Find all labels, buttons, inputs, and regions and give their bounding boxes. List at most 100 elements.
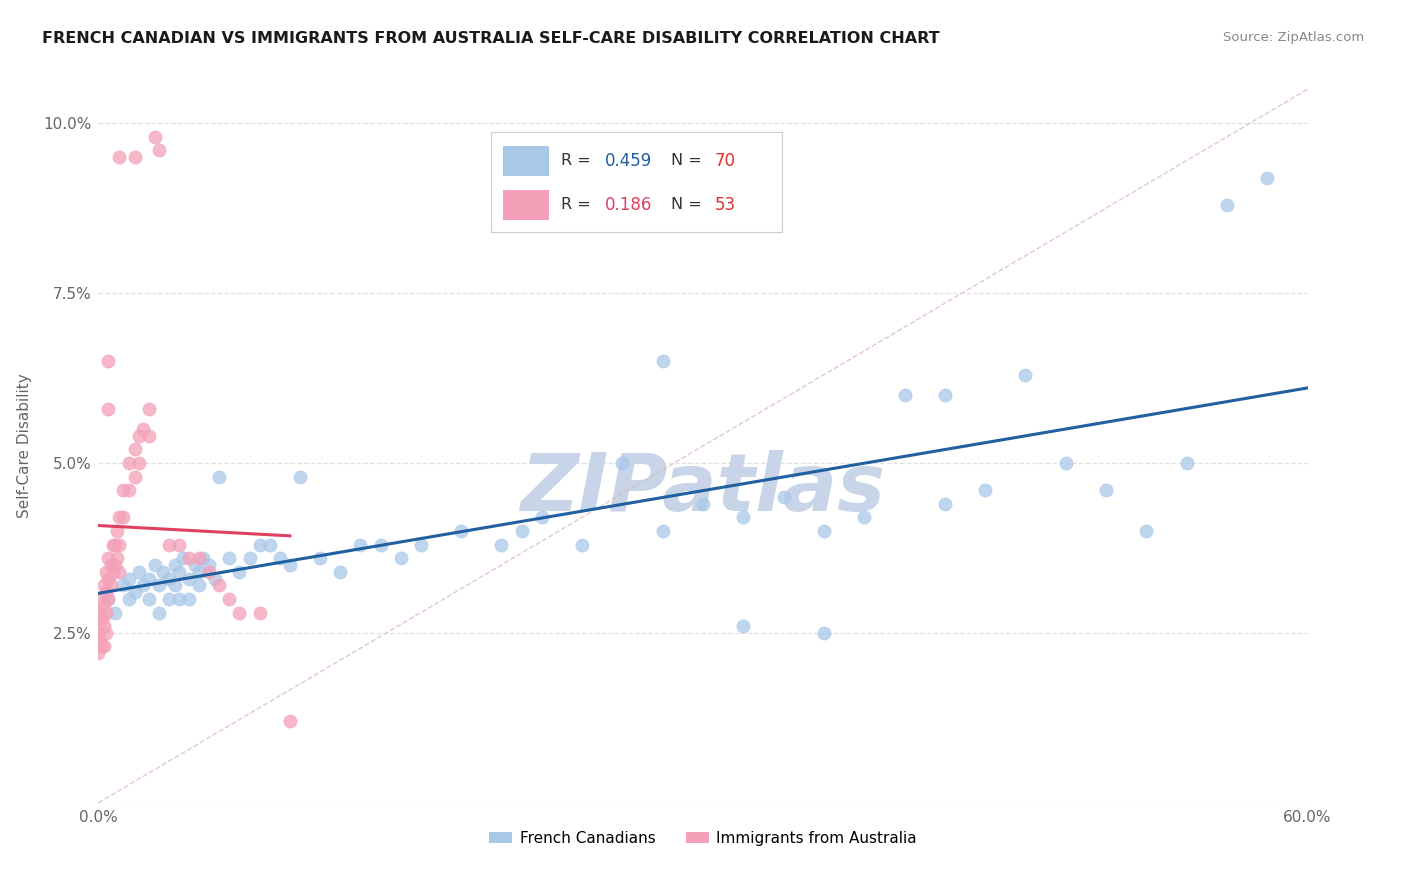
Bar (503, 190, 550, 220)
Text: R =: R = (561, 153, 596, 169)
Point (105, 524, 128, 538)
Point (87, 646, 110, 660)
Point (259, 537, 281, 551)
Point (103, 558, 125, 572)
Point (692, 497, 714, 511)
Point (934, 497, 956, 511)
Point (124, 150, 146, 164)
Text: R =: R = (561, 197, 596, 212)
Point (491, 537, 513, 551)
Point (111, 483, 134, 498)
Point (97, 591, 120, 606)
Point (934, 388, 956, 402)
Point (93, 578, 115, 592)
Point (148, 578, 170, 592)
Point (309, 551, 332, 566)
Point (101, 537, 124, 551)
Text: 0.459: 0.459 (605, 152, 652, 170)
Point (510, 524, 533, 538)
Point (132, 422, 155, 436)
Point (118, 591, 141, 606)
Point (111, 578, 134, 592)
Point (96, 626, 118, 640)
Point (193, 551, 215, 566)
Point (124, 585, 146, 599)
Point (198, 558, 221, 572)
Text: N =: N = (671, 197, 707, 212)
Point (571, 537, 593, 551)
Point (208, 469, 231, 483)
Point (148, 144, 170, 158)
Point (204, 572, 226, 586)
Point (853, 510, 876, 524)
Point (97, 591, 120, 606)
Point (107, 565, 129, 579)
Point (179, 572, 201, 586)
Point (612, 456, 634, 470)
Point (143, 558, 166, 572)
Point (111, 510, 134, 524)
Point (101, 565, 124, 579)
Point (91, 640, 114, 654)
Point (163, 558, 186, 572)
Point (1135, 524, 1157, 538)
Point (893, 388, 915, 402)
Text: 0.186: 0.186 (605, 196, 652, 214)
Text: FRENCH CANADIAN VS IMMIGRANTS FROM AUSTRALIA SELF-CARE DISABILITY CORRELATION CH: FRENCH CANADIAN VS IMMIGRANTS FROM AUSTR… (42, 31, 939, 46)
Text: 53: 53 (714, 196, 735, 214)
Point (91, 612, 114, 626)
Bar (503, 146, 550, 176)
Y-axis label: Self-Care Disability: Self-Care Disability (17, 374, 32, 518)
Point (87, 612, 110, 626)
Point (89, 632, 111, 647)
Point (132, 578, 155, 592)
Point (118, 456, 141, 470)
Point (163, 578, 186, 592)
Point (651, 354, 673, 368)
Point (813, 524, 835, 538)
Point (249, 537, 271, 551)
Point (97, 354, 120, 368)
Point (89, 606, 111, 620)
Point (188, 578, 211, 592)
Text: ZIPatlas: ZIPatlas (520, 450, 886, 528)
Point (152, 565, 174, 579)
Point (218, 551, 240, 566)
Point (208, 578, 231, 592)
Point (167, 565, 190, 579)
Point (93, 599, 115, 613)
Point (138, 591, 160, 606)
Point (349, 537, 371, 551)
Point (128, 429, 150, 443)
Point (96, 565, 118, 579)
Text: Source: ZipAtlas.com: Source: ZipAtlas.com (1223, 31, 1364, 45)
Point (138, 572, 160, 586)
Point (733, 619, 755, 633)
Point (172, 551, 194, 566)
Point (100, 578, 122, 592)
Point (228, 565, 250, 579)
Point (651, 524, 673, 538)
Point (188, 565, 211, 579)
Point (103, 606, 125, 620)
Point (157, 537, 180, 551)
Point (1054, 456, 1077, 470)
Point (188, 551, 211, 566)
Point (218, 591, 240, 606)
Point (389, 551, 412, 566)
Point (118, 483, 141, 498)
Point (249, 606, 271, 620)
Point (107, 150, 129, 164)
Point (107, 510, 129, 524)
Point (118, 572, 141, 586)
Point (733, 510, 755, 524)
Point (143, 129, 166, 144)
Point (96, 585, 118, 599)
Point (124, 469, 146, 483)
Point (157, 591, 180, 606)
Point (93, 619, 115, 633)
Point (530, 510, 553, 524)
Point (409, 537, 432, 551)
Point (96, 606, 118, 620)
Point (105, 551, 128, 566)
